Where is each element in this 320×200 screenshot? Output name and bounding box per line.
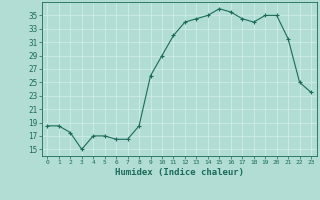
X-axis label: Humidex (Indice chaleur): Humidex (Indice chaleur) bbox=[115, 168, 244, 177]
